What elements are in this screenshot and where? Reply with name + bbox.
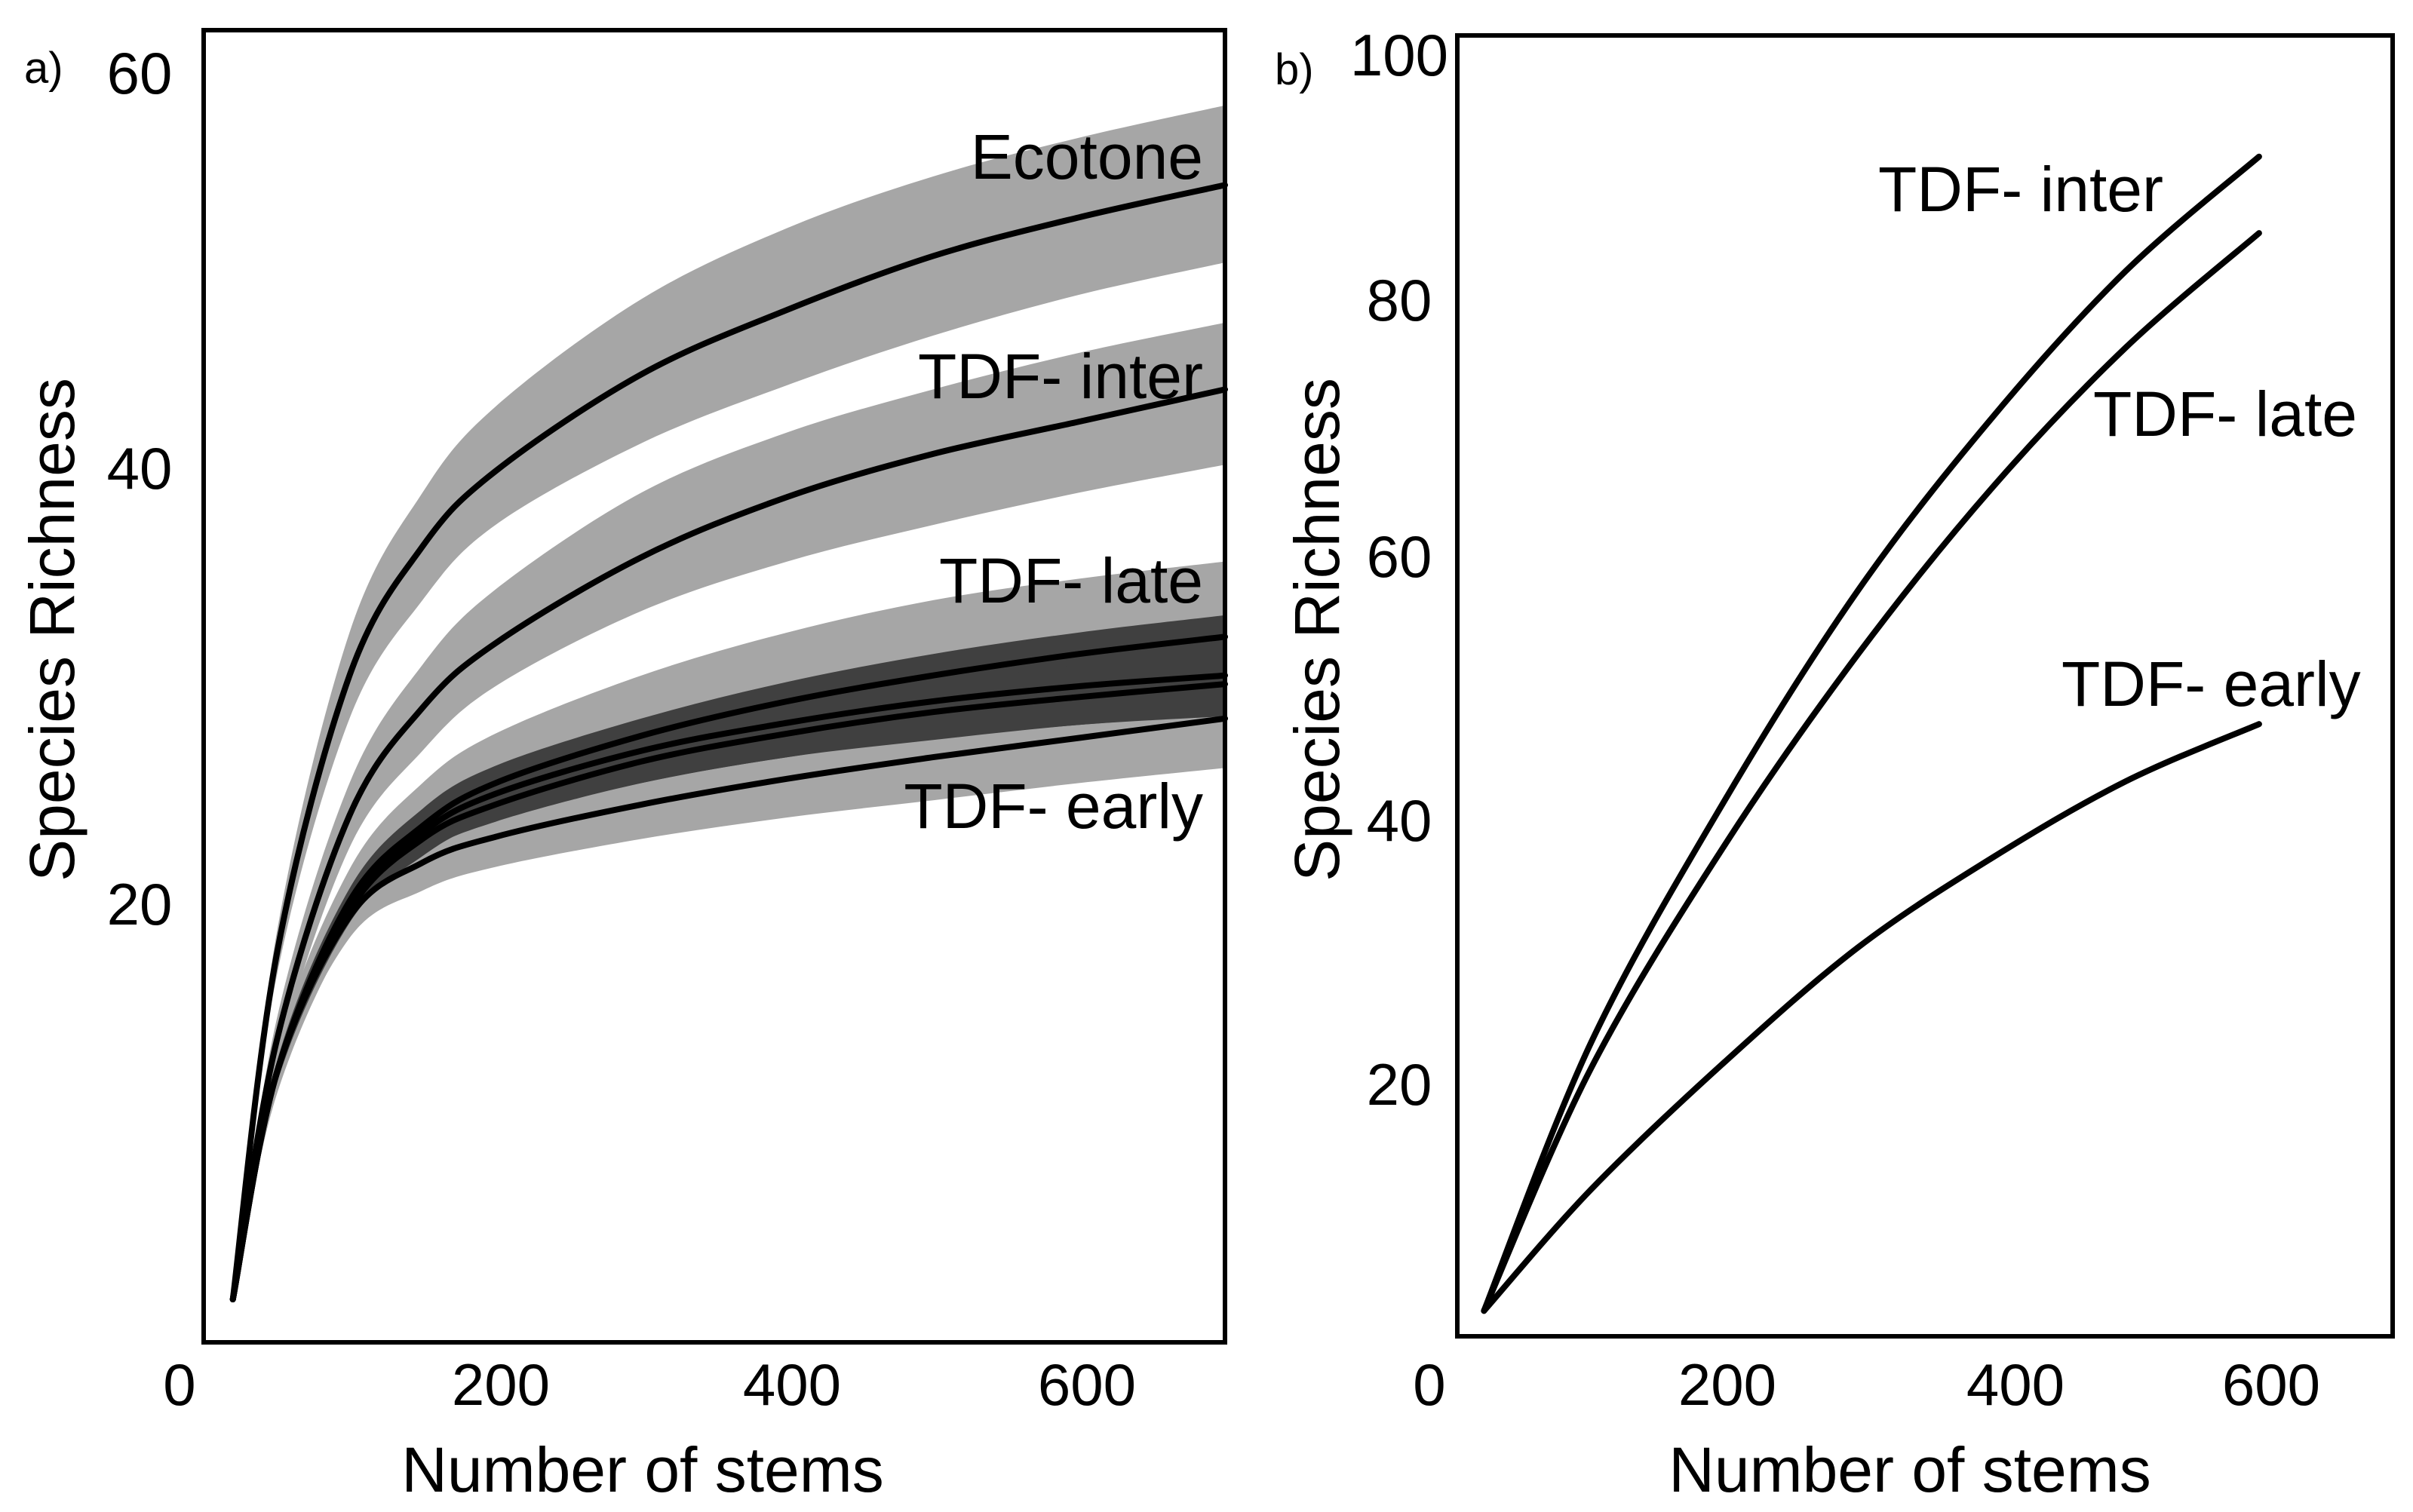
panel-b-y-tick-100: 100: [1350, 22, 1448, 88]
panel-b-series-lines: [1481, 153, 2262, 1314]
panel-a-x-axis-title: Number of stems: [401, 1434, 884, 1505]
panel-b-tag: b): [1275, 45, 1314, 94]
panel-a-label-tdf-inter: TDF- inter: [918, 341, 1203, 412]
panel-a-band-tdf-late: [232, 561, 1226, 1299]
panel-b-x-tick-400: 400: [1966, 1351, 2065, 1418]
panel-b-series-labels: TDF- inter TDF- late TDF- early: [1878, 154, 2361, 719]
panel-b: b) 0 200 400 600 20 40 60 80 100 Number …: [1275, 22, 2395, 1505]
panel-a-series-lines: [229, 182, 1228, 1302]
panel-b-y-axis-title: Species Richness: [1282, 378, 1352, 882]
panel-b-line-tdf-inter: [1481, 153, 2262, 1314]
panel-a-band-ecotone: [232, 105, 1226, 1299]
panel-a: a) 0 200 400 600 20 40 60 Number of stem…: [17, 28, 1228, 1505]
panel-a-y-tick-40: 40: [107, 435, 173, 501]
panel-b-y-ticks: 20 40 60 80 100: [1350, 22, 1448, 1118]
panel-a-x-tick-600: 600: [1038, 1351, 1136, 1418]
panel-a-y-tick-60: 60: [107, 40, 173, 106]
panel-a-label-tdf-early: TDF- early: [904, 771, 1203, 842]
panel-b-x-ticks: 0 200 400 600: [1413, 1351, 2320, 1418]
panel-a-label-ecotone: Ecotone: [971, 121, 1203, 192]
panel-a-x-tick-0: 0: [163, 1351, 195, 1418]
panel-a-x-tick-200: 200: [452, 1351, 550, 1418]
panel-b-line-tdf-early: [1481, 721, 2262, 1314]
panel-a-line-tdf-early: [229, 715, 1228, 1302]
panel-a-tag: a): [24, 44, 63, 93]
panel-a-label-tdf-late: TDF- late: [939, 545, 1203, 616]
panel-b-label-tdf-early: TDF- early: [2061, 649, 2361, 719]
panel-b-y-tick-80: 80: [1367, 267, 1432, 333]
panel-b-line-tdf-late: [1481, 230, 2262, 1314]
panel-a-confidence-bands: [232, 105, 1226, 1299]
panel-b-x-tick-0: 0: [1413, 1351, 1445, 1418]
panel-a-x-ticks: 0 200 400 600: [163, 1351, 1136, 1418]
panel-a-line-tdf-inter: [229, 386, 1228, 1302]
panel-a-x-tick-400: 400: [743, 1351, 841, 1418]
panel-a-band-tdf-early: [232, 669, 1226, 1299]
panel-a-plot-frame: [201, 28, 1227, 1345]
panel-b-y-tick-60: 60: [1367, 523, 1432, 590]
panel-a-y-tick-20: 20: [107, 871, 173, 937]
panel-b-label-tdf-late: TDF- late: [2093, 379, 2357, 449]
panel-a-series-labels: Ecotone TDF- inter TDF- late TDF- early: [904, 121, 1203, 842]
panel-b-y-tick-40: 40: [1367, 787, 1432, 854]
panel-b-x-tick-600: 600: [2222, 1351, 2320, 1418]
panel-b-x-tick-200: 200: [1678, 1351, 1776, 1418]
panel-b-label-tdf-inter: TDF- inter: [1878, 154, 2163, 225]
panel-a-y-ticks: 20 40 60: [107, 40, 173, 937]
panel-b-x-axis-title: Number of stems: [1669, 1434, 2151, 1505]
panel-b-plot-frame: [1455, 33, 2395, 1339]
panel-b-y-tick-20: 20: [1367, 1051, 1432, 1118]
panel-a-line-ecotone: [229, 182, 1228, 1302]
panel-a-y-axis-title: Species Richness: [17, 378, 87, 882]
